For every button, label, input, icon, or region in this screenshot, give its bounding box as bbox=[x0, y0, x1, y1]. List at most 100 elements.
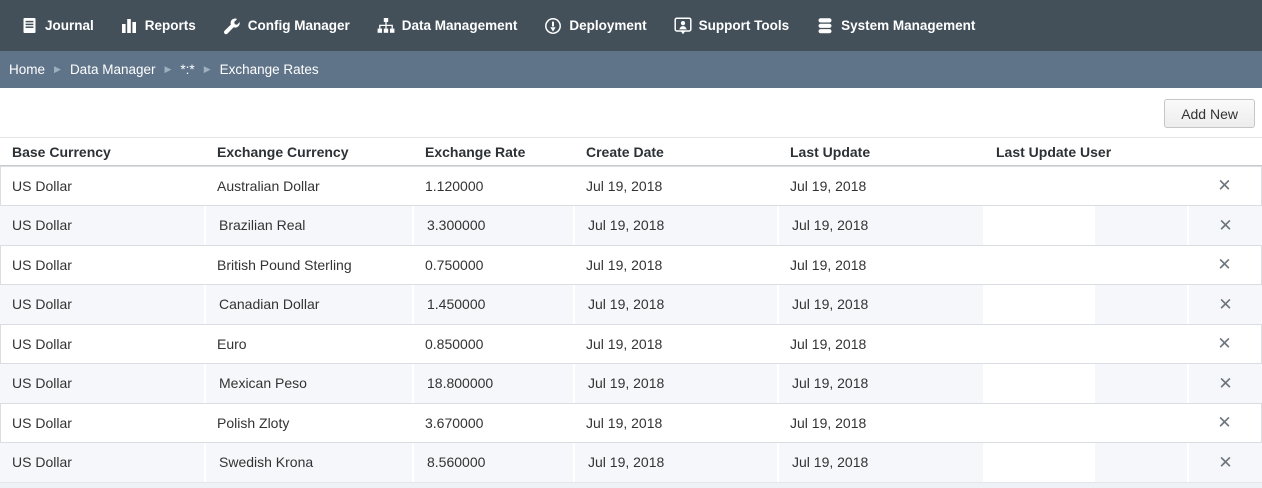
last-update-user-cell bbox=[983, 442, 1187, 482]
exchange-currency-cell: Australian Dollar bbox=[217, 177, 320, 194]
table-row: US Dollar Australian Dollar 1.120000 Jul… bbox=[0, 166, 1262, 206]
nav-item-label: Data Management bbox=[401, 18, 518, 33]
delete-row-icon[interactable]: ✕ bbox=[1217, 176, 1232, 196]
base-currency-cell: US Dollar bbox=[12, 217, 72, 234]
create-date-cell: Jul 19, 2018 bbox=[573, 442, 777, 482]
column-header-last-update-user: Last Update User bbox=[996, 143, 1112, 160]
last-update-cell: Jul 19, 2018 bbox=[777, 442, 983, 482]
create-date-cell: Jul 19, 2018 bbox=[573, 205, 777, 245]
create-date-cell: Jul 19, 2018 bbox=[586, 256, 663, 273]
last-update-cell: Jul 19, 2018 bbox=[777, 284, 983, 324]
delete-row-icon[interactable]: ✕ bbox=[1218, 373, 1233, 393]
exchange-currency-cell: British Pound Sterling bbox=[217, 256, 352, 273]
last-update-cell: Jul 19, 2018 bbox=[777, 205, 983, 245]
breadcrumb: Home ▶ Data Manager ▶ *:* ▶ Exchange Rat… bbox=[0, 51, 1262, 88]
exchange-rate-cell: 18.800000 bbox=[412, 363, 573, 403]
row-actions-cell: ✕ bbox=[1187, 363, 1262, 403]
nav-item-support-tools[interactable]: Support Tools bbox=[674, 16, 790, 35]
table-row: US Dollar Brazilian Real 3.300000 Jul 19… bbox=[0, 205, 1262, 245]
row-actions-cell: ✕ bbox=[1187, 284, 1262, 324]
journal-icon bbox=[21, 17, 38, 34]
nav-item-deployment[interactable]: Deployment bbox=[544, 17, 647, 35]
base-currency-cell: US Dollar bbox=[12, 256, 72, 273]
breadcrumb-separator-icon: ▶ bbox=[164, 64, 172, 74]
table-row: US Dollar Swedish Krona 8.560000 Jul 19,… bbox=[0, 442, 1262, 482]
base-currency-cell: US Dollar bbox=[12, 296, 72, 313]
exchange-currency-cell: Swedish Krona bbox=[204, 442, 412, 482]
table-row: US Dollar Polish Zloty 3.670000 Jul 19, … bbox=[0, 403, 1262, 443]
toolbar: Add New bbox=[0, 88, 1262, 137]
last-update-user-cell bbox=[983, 403, 1187, 443]
last-update-user-cell bbox=[983, 245, 1187, 285]
nav-item-label: Journal bbox=[45, 18, 94, 33]
table-row: US Dollar British Pound Sterling 0.75000… bbox=[0, 245, 1262, 285]
last-update-user-cell bbox=[983, 205, 1187, 245]
delete-row-icon[interactable]: ✕ bbox=[1217, 334, 1232, 354]
exchange-rate-cell: 1.120000 bbox=[425, 177, 484, 194]
exchange-rates-table: Base Currency Exchange Currency Exchange… bbox=[0, 137, 1262, 488]
base-currency-cell: US Dollar bbox=[12, 454, 72, 471]
column-header-exchange-currency: Exchange Currency bbox=[217, 143, 349, 160]
base-currency-cell: US Dollar bbox=[12, 335, 72, 352]
exchange-rate-cell: 8.560000 bbox=[412, 442, 573, 482]
config-manager-icon bbox=[223, 17, 241, 35]
nav-item-label: System Management bbox=[841, 18, 976, 33]
nav-item-label: Config Manager bbox=[247, 18, 350, 33]
exchange-currency-cell: Canadian Dollar bbox=[204, 284, 412, 324]
column-header-base-currency: Base Currency bbox=[12, 143, 111, 160]
column-header-exchange-rate: Exchange Rate bbox=[425, 143, 526, 160]
exchange-currency-cell: Brazilian Real bbox=[204, 205, 412, 245]
breadcrumb-item-data-manager[interactable]: Data Manager bbox=[69, 62, 156, 77]
nav-item-config-manager[interactable]: Config Manager bbox=[223, 17, 350, 35]
row-actions-cell: ✕ bbox=[1187, 442, 1262, 482]
create-date-cell: Jul 19, 2018 bbox=[586, 414, 663, 431]
top-navigation: Journal Reports Config Manager Data Mana… bbox=[0, 0, 1262, 51]
create-date-cell: Jul 19, 2018 bbox=[586, 177, 663, 194]
breadcrumb-separator-icon: ▶ bbox=[54, 64, 61, 74]
table-header-row: Base Currency Exchange Currency Exchange… bbox=[0, 137, 1262, 166]
data-management-icon bbox=[377, 17, 395, 35]
row-actions-cell: ✕ bbox=[1187, 205, 1262, 245]
nav-item-journal[interactable]: Journal bbox=[21, 17, 94, 34]
table-row: US Dollar Canadian Dollar 1.450000 Jul 1… bbox=[0, 284, 1262, 324]
column-header-last-update: Last Update bbox=[790, 143, 871, 160]
exchange-rate-cell: 1.450000 bbox=[412, 284, 573, 324]
base-currency-cell: US Dollar bbox=[12, 375, 72, 392]
nav-item-label: Reports bbox=[144, 18, 196, 33]
column-header-create-date: Create Date bbox=[586, 143, 664, 160]
delete-row-icon[interactable]: ✕ bbox=[1218, 294, 1233, 314]
breadcrumb-item-home[interactable]: Home bbox=[9, 62, 46, 77]
delete-row-icon[interactable]: ✕ bbox=[1217, 255, 1232, 275]
row-actions-cell: ✕ bbox=[1187, 166, 1262, 206]
exchange-currency-cell: Euro bbox=[217, 335, 247, 352]
deployment-icon bbox=[544, 17, 562, 35]
row-actions-cell: ✕ bbox=[1187, 403, 1262, 443]
base-currency-cell: US Dollar bbox=[12, 177, 72, 194]
nav-item-system-management[interactable]: System Management bbox=[816, 17, 975, 35]
last-update-user-cell bbox=[983, 324, 1187, 364]
system-management-icon bbox=[816, 17, 834, 35]
nav-item-label: Deployment bbox=[569, 18, 647, 33]
create-date-cell: Jul 19, 2018 bbox=[573, 363, 777, 403]
last-update-cell: Jul 19, 2018 bbox=[777, 363, 983, 403]
table-footer-strip bbox=[0, 482, 1262, 488]
exchange-rate-cell: 3.670000 bbox=[425, 414, 484, 431]
exchange-currency-cell: Polish Zloty bbox=[217, 414, 290, 431]
exchange-rate-cell: 0.750000 bbox=[425, 256, 484, 273]
delete-row-icon[interactable]: ✕ bbox=[1218, 452, 1233, 472]
nav-item-data-management[interactable]: Data Management bbox=[377, 17, 518, 35]
add-new-button[interactable]: Add New bbox=[1164, 99, 1255, 128]
nav-item-reports[interactable]: Reports bbox=[121, 17, 196, 34]
last-update-user-cell bbox=[983, 363, 1187, 403]
delete-row-icon[interactable]: ✕ bbox=[1218, 215, 1233, 235]
breadcrumb-item-exchange-rates: Exchange Rates bbox=[219, 62, 319, 77]
last-update-user-cell bbox=[983, 284, 1187, 324]
last-update-cell: Jul 19, 2018 bbox=[790, 256, 867, 273]
last-update-user-cell bbox=[983, 166, 1187, 206]
support-tools-icon bbox=[674, 16, 692, 35]
breadcrumb-item-scope[interactable]: *:* bbox=[180, 62, 195, 77]
nav-item-label: Support Tools bbox=[698, 18, 790, 33]
delete-row-icon[interactable]: ✕ bbox=[1217, 413, 1232, 433]
last-update-cell: Jul 19, 2018 bbox=[790, 335, 867, 352]
